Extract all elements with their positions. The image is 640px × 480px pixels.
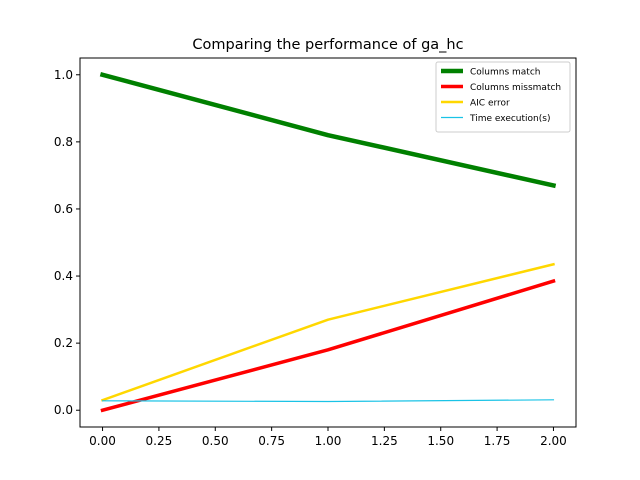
y-tick-label: 1.0 bbox=[54, 68, 73, 82]
y-axis: 0.0 0.2 0.4 0.6 0.8 1.0 bbox=[54, 68, 80, 417]
chart-title: Comparing the performance of ga_hc bbox=[192, 37, 463, 53]
legend-label-4: Time execution(s) bbox=[469, 114, 550, 124]
x-tick-label: 1.25 bbox=[371, 434, 398, 448]
y-tick-label: 0.8 bbox=[54, 135, 73, 149]
series-line-3 bbox=[100, 262, 555, 402]
legend-label-1: Columns match bbox=[470, 68, 540, 78]
y-tick-label: 0.0 bbox=[54, 403, 73, 417]
x-axis: 0.00 0.25 0.50 0.75 1.00 1.25 1.50 1.75 2.00 bbox=[89, 427, 567, 448]
series-line-1 bbox=[99, 72, 557, 189]
x-tick-label: 1.00 bbox=[315, 434, 342, 448]
legend-box bbox=[435, 61, 571, 133]
legend: Columns match Columns missmatch AIC error T… bbox=[435, 61, 571, 133]
series-line-4 bbox=[101, 399, 555, 403]
x-tick-label: 0.25 bbox=[146, 434, 173, 448]
x-tick-label: 0.00 bbox=[89, 434, 116, 448]
y-tick-label: 0.2 bbox=[54, 336, 73, 350]
x-tick-label: 0.50 bbox=[202, 434, 229, 448]
legend-label-3: AIC error bbox=[470, 99, 510, 109]
x-tick-label: 1.75 bbox=[484, 434, 511, 448]
series-layer bbox=[99, 72, 557, 413]
y-tick-label: 0.4 bbox=[54, 269, 73, 283]
x-tick-label: 0.75 bbox=[258, 434, 285, 448]
x-tick-label: 2.00 bbox=[540, 434, 567, 448]
x-tick-label: 1.50 bbox=[427, 434, 454, 448]
series-line-2 bbox=[100, 278, 556, 413]
y-tick-label: 0.6 bbox=[54, 202, 73, 216]
legend-label-2: Columns missmatch bbox=[470, 83, 561, 93]
